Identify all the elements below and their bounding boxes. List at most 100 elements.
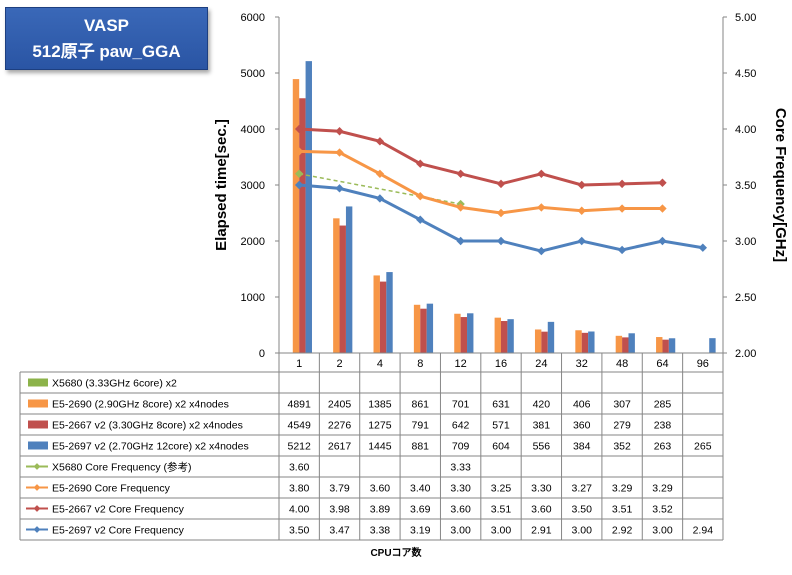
table-cell: 352 — [613, 441, 631, 453]
bar-3-1 — [345, 206, 353, 353]
table-cell: 238 — [654, 420, 672, 432]
table-cell: 3.60 — [531, 504, 552, 516]
bar-3-10 — [709, 338, 716, 353]
x-category-label: 32 — [576, 358, 588, 370]
chart-title-line1: VASP — [83, 16, 130, 35]
bar-2-9 — [662, 339, 669, 353]
y-left-tick-label: 6000 — [241, 12, 265, 24]
legend-label: E5-2667 v2 Core Frequency — [52, 504, 185, 516]
series-marker-3-10 — [698, 243, 708, 252]
bar-3-6 — [547, 321, 555, 353]
y-left-tick-label: 1000 — [241, 292, 265, 304]
table-cell: 3.33 — [450, 462, 471, 474]
table-cell: 3.52 — [652, 504, 673, 516]
bar-1-4 — [454, 313, 461, 353]
x-category-label: 12 — [455, 358, 467, 370]
bar-1-8 — [615, 335, 623, 353]
table-cell: 3.38 — [370, 525, 391, 537]
series-marker-2-6 — [537, 169, 546, 178]
bar-2-8 — [622, 337, 629, 353]
y-left-tick-label: 3000 — [241, 180, 265, 192]
table-cell: 2.92 — [612, 525, 633, 537]
bar-3-3 — [426, 303, 434, 353]
bar-1-7 — [575, 330, 582, 353]
table-cell: 4891 — [288, 399, 312, 411]
bar-3-8 — [628, 333, 635, 353]
table-cell: 631 — [492, 399, 510, 411]
legend-label: E5-2690 Core Frequency — [52, 483, 171, 495]
bar-3-4 — [467, 313, 474, 353]
y-right-tick-label: 3.00 — [735, 236, 756, 248]
y-left-tick-label: 0 — [259, 348, 265, 360]
series-marker-3-0 — [294, 180, 304, 190]
bar-2-4 — [460, 317, 468, 353]
table-cell: 285 — [654, 399, 672, 411]
bar-1-5 — [494, 317, 501, 353]
table-cell: 420 — [533, 399, 551, 411]
y-right-tick-label: 3.50 — [735, 180, 756, 192]
bar-2-5 — [501, 321, 508, 353]
x-category-label: 4 — [377, 358, 383, 370]
table-cell: 3.60 — [450, 504, 471, 516]
bar-1-2 — [373, 275, 380, 353]
series-marker-1-4 — [456, 203, 465, 212]
bar-2-2 — [379, 281, 387, 353]
bar-1-9 — [656, 337, 663, 353]
table-cell: 2405 — [328, 399, 352, 411]
x-category-label: 8 — [417, 358, 423, 370]
legend-marker-key — [33, 463, 41, 470]
x-category-label: 24 — [535, 358, 547, 370]
series-marker-3-1 — [335, 184, 344, 193]
legend-marker-key — [33, 526, 41, 533]
legend-marker-key — [33, 505, 41, 512]
table-cell: 2617 — [328, 441, 352, 453]
table-cell: 3.00 — [450, 525, 471, 537]
table-cell: 3.19 — [410, 525, 431, 537]
bar-3-5 — [507, 319, 514, 353]
table-cell: 709 — [452, 441, 470, 453]
series-marker-2-2 — [375, 137, 385, 146]
series-marker-2-1 — [335, 127, 344, 136]
bar-3-7 — [588, 331, 595, 353]
y-right-tick-label: 5.00 — [735, 12, 756, 24]
series-marker-2-4 — [456, 169, 465, 178]
y-axis-right-title: Core Frequency[GHz] — [772, 108, 789, 262]
legend-marker-key — [33, 484, 41, 491]
series-marker-1-3 — [416, 192, 425, 201]
table-cell: 3.80 — [289, 483, 310, 495]
table-cell: 3.89 — [370, 504, 391, 516]
x-category-label: 64 — [656, 358, 668, 370]
table-cell: 4549 — [288, 420, 312, 432]
x-category-label: 48 — [616, 358, 628, 370]
series-marker-1-0 — [294, 147, 304, 156]
table-cell: 2276 — [328, 420, 352, 432]
table-cell: 1445 — [368, 441, 392, 453]
y-right-tick-label: 2.50 — [735, 292, 756, 304]
table-cell: 1275 — [368, 420, 392, 432]
legend-bar-key — [28, 441, 48, 450]
table-cell: 2.94 — [693, 525, 714, 537]
series-marker-3-7 — [577, 236, 586, 246]
bar-2-3 — [420, 308, 427, 353]
series-marker-1-6 — [537, 203, 546, 212]
series-marker-1-8 — [617, 204, 627, 213]
table-cell: 263 — [654, 441, 672, 453]
legend-bar-key — [28, 420, 48, 429]
series-marker-2-5 — [496, 179, 506, 189]
bar-1-3 — [413, 304, 421, 353]
table-cell: 3.79 — [329, 483, 350, 495]
table-cell: 381 — [533, 420, 551, 432]
y-right-tick-label: 4.00 — [735, 124, 756, 136]
x-category-label: 2 — [336, 358, 342, 370]
table-cell: 3.00 — [491, 525, 512, 537]
table-cell: 360 — [573, 420, 591, 432]
y-left-tick-label: 5000 — [241, 68, 265, 80]
table-cell: 881 — [412, 441, 430, 453]
table-cell: 3.00 — [652, 525, 673, 537]
legend-label: X5680 Core Frequency (参考) — [52, 461, 191, 474]
series-marker-3-3 — [416, 215, 425, 224]
bar-2-1 — [339, 225, 346, 353]
bar-3-9 — [668, 338, 676, 353]
bar-2-0 — [299, 98, 306, 353]
